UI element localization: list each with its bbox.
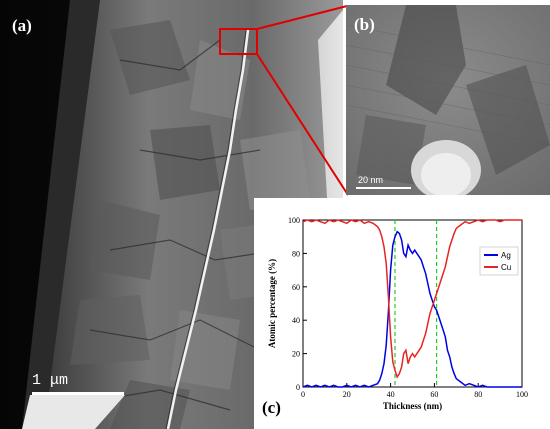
scale-bar-b [356, 187, 411, 189]
y-tick-label: 100 [288, 216, 300, 225]
legend-label-ag: Ag [501, 251, 511, 260]
eds-line-chart: 0 20 40 60 80 100 0 20 40 60 80 100 Thickness (nm) At… [267, 216, 528, 411]
y-tick-label: 20 [292, 350, 300, 359]
panel-label-b: (b) [354, 15, 375, 34]
x-tick-label: 20 [343, 390, 351, 399]
y-tick-label: 80 [292, 249, 300, 258]
y-tick-label: 40 [292, 316, 300, 325]
hrtem-image [346, 5, 550, 195]
scale-bar-label-a: 1 μm [32, 372, 69, 389]
y-axis-label: Atomic percentage (%) [267, 259, 277, 348]
legend-box [479, 246, 519, 276]
plot-frame [302, 219, 523, 388]
x-tick-label: 80 [474, 390, 482, 399]
x-tick-label: 0 [301, 390, 305, 399]
eds-profile-panel: 0 20 40 60 80 100 0 20 40 60 80 100 Thickness (nm) At… [254, 198, 550, 429]
panel-label-c: (c) [262, 398, 281, 417]
series-line-ag [302, 230, 522, 388]
roi-box [219, 28, 258, 55]
legend-label-cu: Cu [501, 263, 511, 272]
panel-label-a: (a) [12, 16, 32, 35]
hrtem-panel: (b) 20 nm [346, 5, 550, 195]
y-tick-label: 60 [292, 283, 300, 292]
scale-bar-a [32, 392, 124, 395]
y-tick-label: 0 [296, 383, 300, 392]
x-axis-label: Thickness (nm) [383, 401, 442, 411]
x-tick-label: 100 [516, 390, 528, 399]
x-tick-label: 60 [430, 390, 438, 399]
x-tick-label: 40 [387, 390, 395, 399]
series-line-cu [302, 219, 522, 379]
scale-bar-label-b: 20 nm [358, 175, 384, 185]
